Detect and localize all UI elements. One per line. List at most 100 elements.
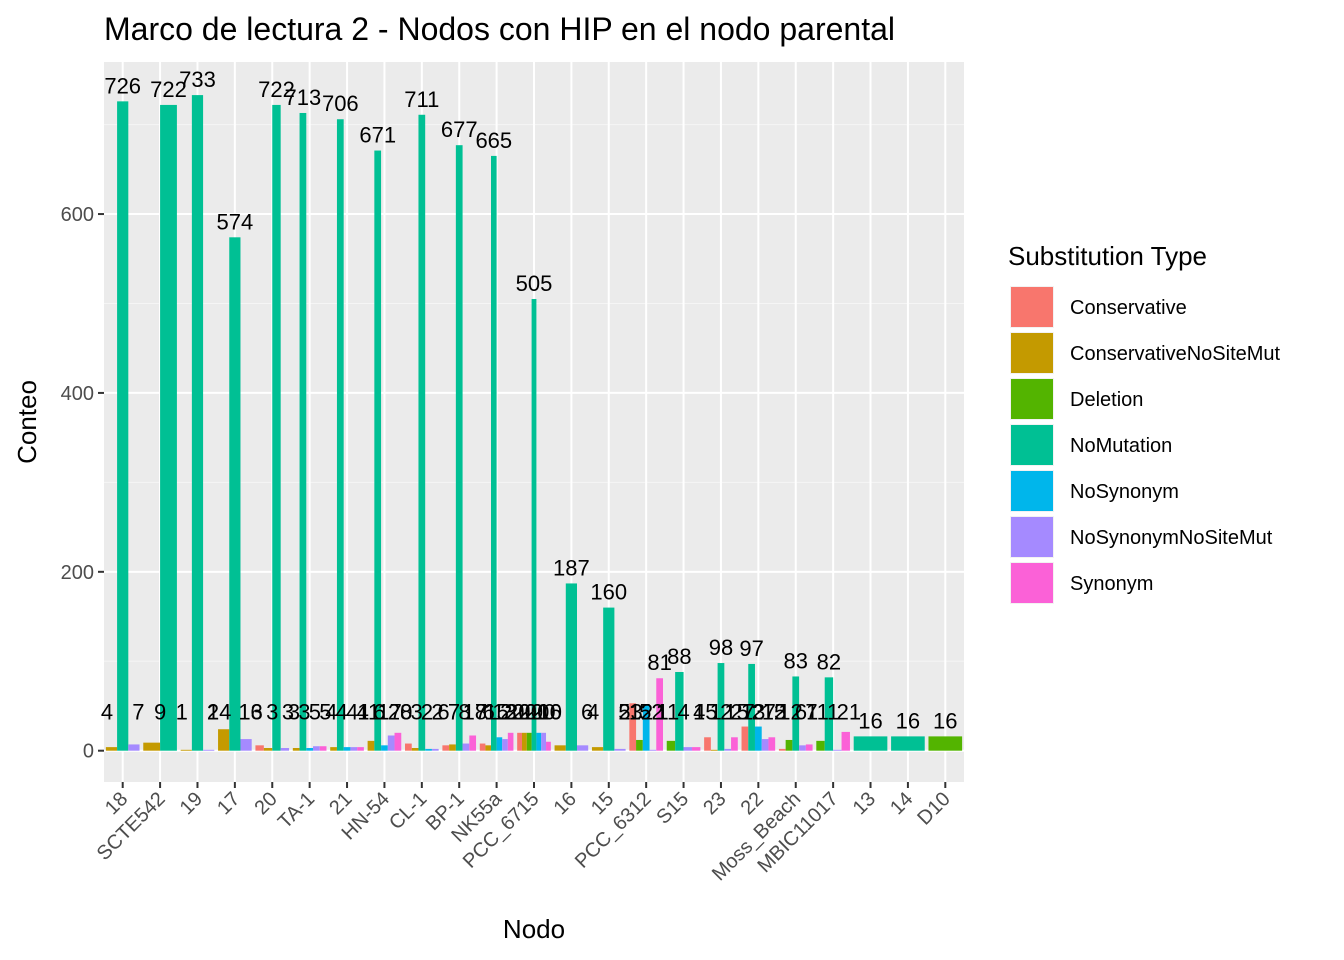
data-label: 3 [282,700,294,725]
bar [280,748,290,751]
data-label: 13 [741,700,765,725]
bar [629,703,637,751]
data-label: 5 [319,700,331,725]
bar [160,104,177,751]
data-label: 97 [739,636,763,661]
bar [526,732,532,751]
bar [319,746,327,751]
y-tick-label: 400 [61,383,94,405]
bar [710,749,718,751]
y-tick-label: 600 [61,204,94,226]
data-label: 2 [431,700,443,725]
bar [381,745,388,751]
legend-label: NoSynonym [1070,481,1179,503]
data-label: 20 [512,700,536,725]
data-label: 11 [656,700,679,725]
bar [565,583,577,751]
bar [479,743,486,751]
bar [425,748,432,751]
data-label: 2 [774,700,786,725]
legend: Substitution Type Conservative Conservati… [1008,241,1281,604]
data-label: 1 [207,700,219,725]
data-label: 3 [288,700,300,725]
bar [350,747,358,751]
bar [675,671,684,751]
bar [343,747,351,751]
legend-swatch [1011,379,1053,419]
x-axis-title: Nodo [503,914,565,944]
data-label: 6 [437,700,449,725]
data-label: 9 [154,700,166,725]
data-label: 1 [656,700,668,725]
data-label: 6 [550,700,562,725]
data-label: 4 [587,700,599,725]
bar [240,739,252,751]
bar [449,744,456,751]
data-label: 6 [581,700,593,725]
bar [491,155,497,751]
bar [554,745,566,751]
data-label: 3 [266,700,278,725]
bar [292,748,300,751]
bar [666,740,676,751]
data-label: 11 [806,700,829,725]
data-label: 24 [207,700,231,725]
data-label: 88 [667,644,691,669]
bar [496,737,503,751]
data-label: 706 [322,91,359,116]
legend-title: Substitution Type [1008,241,1207,271]
bar [824,677,834,751]
bar [785,739,793,751]
bar [405,743,412,751]
bar [754,726,762,751]
data-label: 4 [325,700,337,725]
bar [748,663,755,751]
bar [731,737,738,751]
data-label: 6 [373,700,385,725]
bar [577,745,589,751]
legend-swatch [1011,471,1053,511]
y-tick-label: 0 [83,741,94,763]
data-label: 27 [751,700,775,725]
bar [336,119,344,751]
data-label: 3 [410,700,422,725]
bar [374,150,382,751]
data-label: 82 [817,649,841,674]
data-label: 677 [441,117,478,142]
legend-swatch [1011,517,1053,557]
data-label: 27 [730,700,754,725]
bar [387,735,395,751]
bar [263,748,273,751]
legend-label: Synonym [1070,573,1153,595]
bar [603,607,615,751]
bar [768,737,776,751]
bar [833,749,842,751]
x-tick-label: S15 [652,788,693,829]
data-label: 4 [346,700,358,725]
bar [105,747,118,751]
legend-swatch [1011,563,1053,603]
bar [546,741,551,751]
data-label: 16 [933,708,957,733]
data-label: 6 [483,700,495,725]
bar [330,747,337,751]
bar [614,748,626,751]
bar [272,104,281,751]
legend-swatch [1011,333,1053,373]
data-label: 6 [250,700,262,725]
bar [411,748,419,751]
legend-label: Deletion [1070,389,1143,411]
x-tick-label: D10 [913,788,955,830]
bar [431,748,439,751]
bar [191,95,204,751]
data-label: 4 [357,700,369,725]
bar [502,739,508,751]
data-label: 7 [448,700,460,725]
data-label: 21 [837,700,861,725]
data-label: 574 [217,209,254,234]
data-label: 12 [778,700,802,725]
bar [741,726,749,751]
